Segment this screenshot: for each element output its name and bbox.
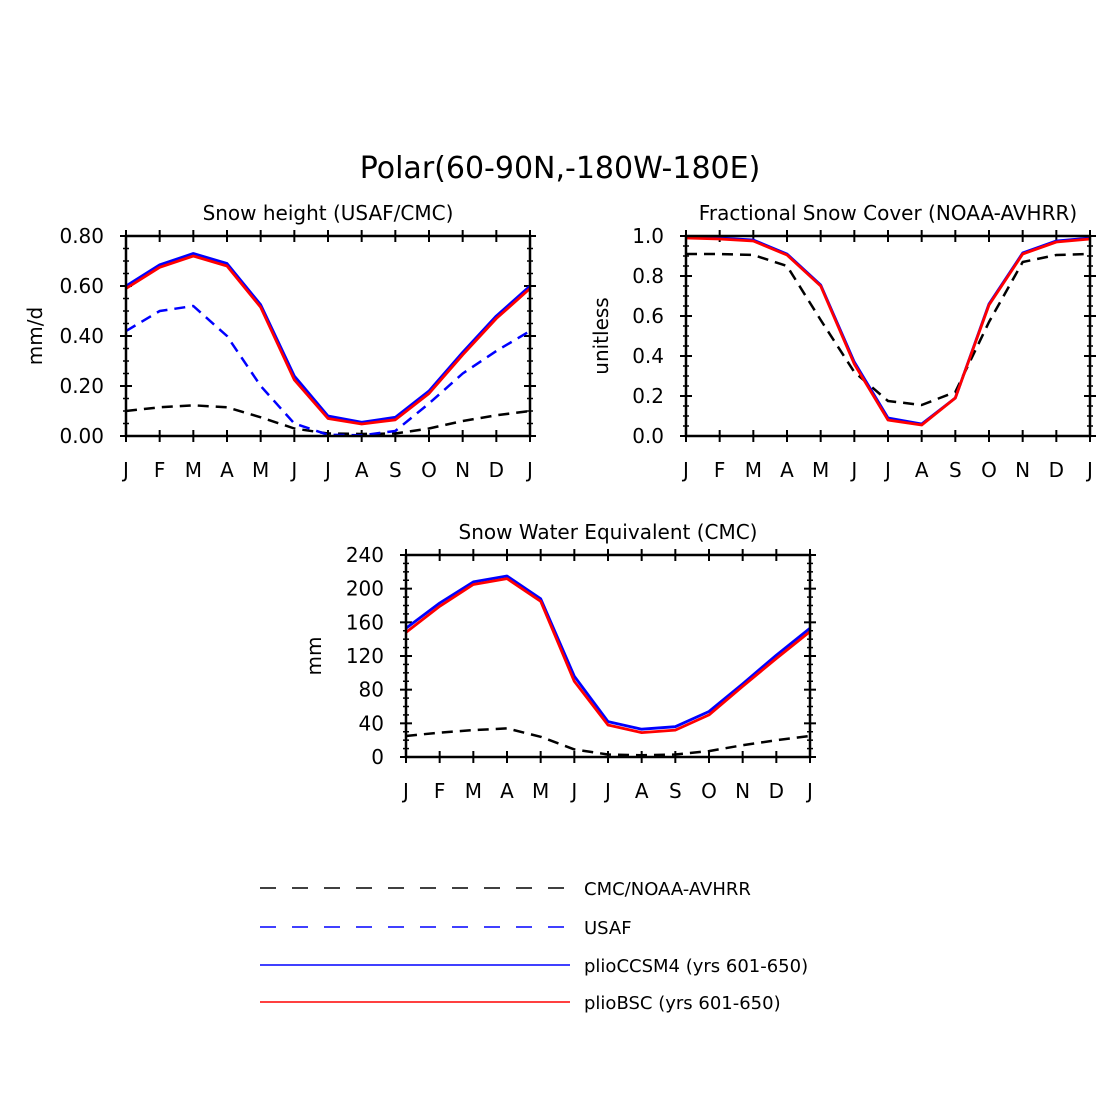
x-tick-label: O [421, 458, 437, 482]
x-tick-label: M [812, 458, 829, 482]
x-tick-label: J [569, 779, 577, 803]
plot-frame [404, 553, 812, 759]
series-line-plioccsm4 [685, 235, 1091, 426]
x-tick-label: N [735, 779, 750, 803]
series-line-cmc-noaa-avhrr [405, 727, 811, 757]
y-axis-label: mm [302, 637, 326, 676]
y-tick-label: 1.0 [632, 224, 664, 248]
y-tick-label: 0.80 [59, 224, 104, 248]
y-tick-label: 0 [371, 745, 384, 769]
x-tick-label: J [323, 458, 331, 482]
x-tick-label: M [745, 458, 762, 482]
chart-panel-1: Snow height (USAF/CMC) mm/d 0.00 0.20 0.40 0.… [23, 201, 536, 482]
x-tick-label: J [883, 458, 891, 482]
x-tick-label: D [769, 779, 784, 803]
series-line-usaf [125, 304, 531, 437]
legend-item: plioCCSM4 (yrs 601-650) [260, 956, 808, 977]
y-tick-label: 0.0 [632, 424, 664, 448]
x-tick-label: D [1049, 458, 1064, 482]
x-tick-label: N [455, 458, 470, 482]
x-tick-label: J [849, 458, 857, 482]
panel-title: Fractional Snow Cover (NOAA-AVHRR) [699, 201, 1077, 225]
x-tick-label: S [389, 458, 402, 482]
y-tick-label: 120 [346, 644, 384, 668]
y-axis-label: unitless [589, 297, 613, 374]
panel-title: Snow Water Equivalent (CMC) [459, 520, 758, 544]
series-line-cmc-noaa-avhrr [125, 404, 531, 436]
x-tick-label: O [701, 779, 717, 803]
x-tick-label: J [401, 779, 409, 803]
y-tick-label: 240 [346, 543, 384, 567]
legend-label: USAF [584, 918, 632, 939]
x-tick-label: A [355, 458, 369, 482]
x-tick-label: M [465, 779, 482, 803]
series-line-plioccsm4 [125, 252, 531, 424]
x-tick-label: M [532, 779, 549, 803]
y-tick-label: 0.2 [632, 384, 664, 408]
x-tick-label: J [121, 458, 129, 482]
legend-item: plioBSC (yrs 601-650) [260, 993, 781, 1014]
y-tick-label: 160 [346, 610, 384, 634]
legend-item: USAF [260, 918, 632, 939]
x-tick-label: O [981, 458, 997, 482]
y-tick-label: 0.00 [59, 424, 104, 448]
series-line-cmc-noaa-avhrr [686, 252, 1091, 407]
legend-label: plioBSC (yrs 601-650) [584, 993, 781, 1014]
series-line-pliobsc [685, 236, 1091, 427]
x-tick-label: A [500, 779, 514, 803]
legend-item: CMC/NOAA-AVHRR [260, 879, 751, 900]
plot-frame [684, 234, 1092, 438]
x-tick-label: N [1015, 458, 1030, 482]
x-tick-label: J [681, 458, 689, 482]
chart-panel-2: Fractional Snow Cover (NOAA-AVHRR) unitle… [589, 201, 1096, 482]
y-tick-label: 0.20 [59, 374, 104, 398]
legend-label: CMC/NOAA-AVHRR [584, 879, 751, 900]
x-tick-label: M [185, 458, 202, 482]
x-tick-label: J [525, 458, 533, 482]
plot-frame [124, 234, 532, 438]
y-tick-label: 200 [346, 577, 384, 601]
series-line-pliobsc [125, 254, 531, 426]
x-tick-label: M [252, 458, 269, 482]
x-tick-label: F [434, 779, 446, 803]
legend: CMC/NOAA-AVHRR USAF plioCCSM4 (yrs 601-650… [260, 879, 808, 1014]
x-tick-label: J [603, 779, 611, 803]
panels: Snow height (USAF/CMC)mm/d0.000.200.400.… [23, 201, 1096, 803]
x-tick-label: D [489, 458, 504, 482]
x-tick-label: S [949, 458, 962, 482]
y-tick-label: 0.40 [59, 324, 104, 348]
y-axis-label: mm/d [23, 307, 47, 365]
y-tick-label: 80 [359, 678, 384, 702]
x-tick-label: A [780, 458, 794, 482]
figure-title: Polar(60-90N,-180W-180E) [360, 151, 761, 186]
x-tick-label: A [635, 779, 649, 803]
y-tick-label: 0.4 [632, 344, 664, 368]
panel-title: Snow height (USAF/CMC) [203, 201, 454, 225]
series-line-plioccsm4 [405, 574, 811, 731]
x-tick-label: F [154, 458, 166, 482]
legend-label: plioCCSM4 (yrs 601-650) [584, 956, 808, 977]
y-tick-label: 0.8 [632, 264, 664, 288]
x-tick-label: J [805, 779, 813, 803]
x-tick-label: A [915, 458, 929, 482]
x-tick-label: J [1085, 458, 1093, 482]
y-tick-label: 0.6 [632, 304, 664, 328]
series-line-pliobsc [405, 577, 811, 734]
x-tick-label: S [669, 779, 682, 803]
x-tick-label: J [289, 458, 297, 482]
x-tick-label: F [714, 458, 726, 482]
x-tick-label: A [220, 458, 234, 482]
y-tick-label: 40 [359, 711, 384, 735]
y-tick-label: 0.60 [59, 274, 104, 298]
chart-panel-3: Snow Water Equivalent (CMC) mm 0 40 80 120 160… [302, 520, 816, 803]
